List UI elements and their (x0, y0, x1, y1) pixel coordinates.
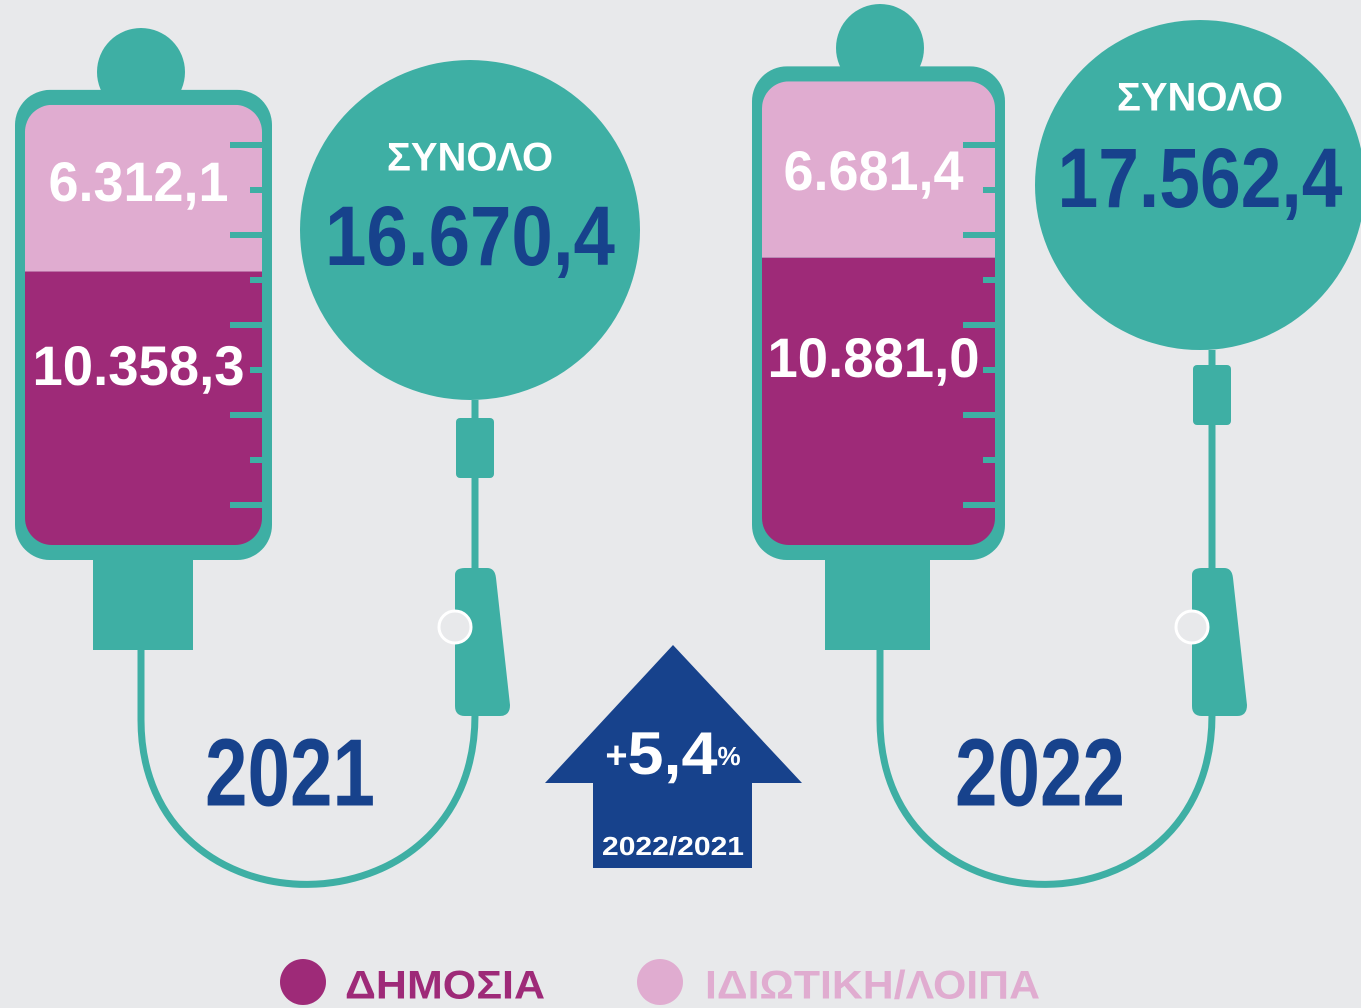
change-unit: % (718, 741, 741, 771)
drip-chamber (1193, 365, 1231, 425)
private-segment (762, 81, 995, 258)
private-label: 6.312,1 (49, 150, 229, 213)
private-segment (25, 104, 262, 272)
public-segment (762, 257, 995, 545)
legend-label: ΔΗΜΟΣΙΑ (345, 964, 545, 1008)
bag-group: 6.312,1 10.358,3 ΣΥΝΟΛΟ 16.670,4 2021 (15, 28, 640, 888)
legend-swatch (637, 959, 683, 1005)
total-value: 16.670,4 (325, 189, 615, 283)
clamp-roller (1174, 609, 1210, 645)
legend-label: ΙΔΙΩΤΙΚΗ/ΛΟΙΠΑ (705, 964, 1040, 1008)
change-text: +5,4% (605, 720, 740, 787)
clamp (1192, 568, 1247, 716)
change-sign: + (605, 735, 627, 777)
drip-chamber (456, 418, 494, 478)
clamp-roller (437, 609, 473, 645)
bag-fill (25, 104, 262, 545)
change-period: 2022/2021 (602, 831, 744, 861)
legend: ΔΗΜΟΣΙΑ ΙΔΙΩΤΙΚΗ/ΛΟΙΠΑ (280, 959, 1040, 1008)
total-circle (300, 60, 640, 400)
bag-group: 6.681,4 10.881,0 ΣΥΝΟΛΟ 17.562,4 2022 (752, 4, 1361, 888)
public-segment (25, 271, 262, 545)
bags: 6.312,1 10.358,3 ΣΥΝΟΛΟ 16.670,4 2021 6.681,4… (15, 4, 1361, 888)
total-title: ΣΥΝΟΛΟ (387, 136, 553, 180)
total-circle (1035, 20, 1361, 350)
year-label: 2021 (205, 719, 375, 826)
year-label: 2022 (955, 719, 1125, 826)
legend-swatch (280, 959, 326, 1005)
total-value: 17.562,4 (1058, 131, 1343, 225)
arrow-shape (545, 645, 802, 868)
total-title: ΣΥΝΟΛΟ (1117, 76, 1283, 120)
change-value: 5,4 (628, 720, 719, 787)
clamp (455, 568, 510, 716)
public-label: 10.881,0 (768, 326, 980, 389)
change-arrow: +5,4% 2022/2021 (545, 645, 802, 868)
private-label: 6.681,4 (784, 139, 964, 202)
public-label: 10.358,3 (33, 334, 245, 397)
bag-fill (762, 81, 995, 545)
